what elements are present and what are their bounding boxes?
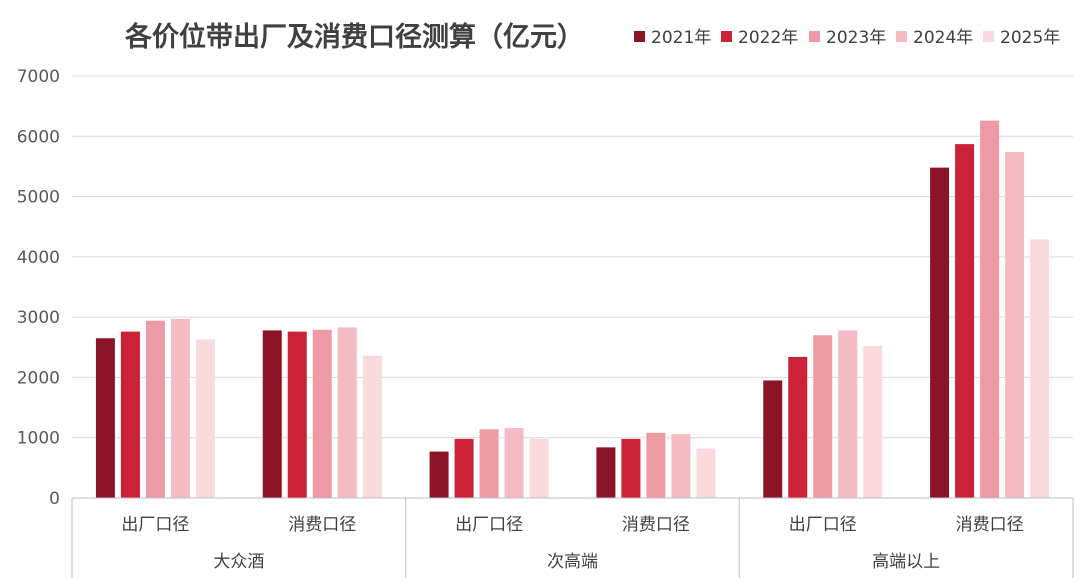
bar-2023年-高端以上-消费口径	[980, 120, 1000, 499]
bar-2022年-次高端-出厂口径	[454, 438, 474, 498]
legend-label: 2022年	[738, 28, 798, 48]
x-category-label: 出厂口径	[789, 515, 857, 535]
bar-2023年-大众酒-出厂口径	[145, 320, 165, 498]
x-category-label: 消费口径	[288, 515, 356, 535]
legend-label: 2025年	[1000, 28, 1060, 48]
legend-label: 2021年	[651, 28, 711, 48]
bar-2025年-高端以上-出厂口径	[863, 346, 883, 498]
bar-2022年-次高端-消费口径	[621, 438, 641, 498]
y-tick-label: 4000	[17, 248, 60, 268]
x-group-label: 大众酒	[213, 552, 264, 572]
bars	[95, 120, 1050, 499]
bar-2024年-次高端-消费口径	[671, 434, 691, 498]
bar-2024年-高端以上-消费口径	[1005, 151, 1025, 498]
legend: 2021年 2022年 2023年 2024年 2025年	[634, 28, 1060, 48]
x-category-label: 出厂口径	[455, 515, 523, 535]
bar-2021年-次高端-消费口径	[596, 447, 616, 498]
legend-label: 2023年	[826, 28, 886, 48]
bar-2025年-次高端-消费口径	[696, 448, 716, 498]
bar-2023年-高端以上-出厂口径	[813, 335, 833, 498]
bar-2023年-次高端-出厂口径	[479, 429, 499, 498]
bar-2022年-大众酒-消费口径	[287, 331, 307, 498]
y-tick-label: 3000	[17, 308, 60, 328]
bar-2023年-大众酒-消费口径	[312, 329, 332, 498]
bar-2023年-次高端-消费口径	[646, 432, 666, 498]
bar-2021年-高端以上-消费口径	[930, 167, 950, 499]
bar-2022年-高端以上-出厂口径	[788, 356, 808, 498]
legend-swatch	[634, 31, 645, 42]
bar-2021年-大众酒-出厂口径	[95, 338, 115, 498]
x-group-label: 次高端	[547, 552, 598, 572]
gridlines	[72, 75, 1073, 439]
bar-2025年-大众酒-消费口径	[362, 355, 382, 498]
y-tick-label: 6000	[17, 127, 60, 147]
bar-2021年-高端以上-出厂口径	[763, 380, 783, 498]
legend-swatch	[896, 31, 907, 42]
bar-2024年-大众酒-消费口径	[337, 327, 357, 498]
bar-2024年-次高端-出厂口径	[504, 428, 524, 498]
x-category-label: 出厂口径	[121, 515, 189, 535]
legend-swatch	[721, 31, 732, 42]
y-tick-label: 5000	[17, 188, 60, 208]
bar-2021年-大众酒-消费口径	[262, 330, 282, 498]
bar-2025年-次高端-出厂口径	[529, 438, 549, 498]
bar-2025年-高端以上-消费口径	[1030, 239, 1050, 499]
bar-2025年-大众酒-出厂口径	[195, 339, 215, 498]
legend-swatch	[983, 31, 994, 42]
legend-label: 2024年	[913, 28, 973, 48]
bar-2024年-高端以上-出厂口径	[838, 330, 858, 498]
x-group-label: 高端以上	[872, 552, 940, 572]
bar-2021年-次高端-出厂口径	[429, 451, 449, 498]
x-category-label: 消费口径	[622, 515, 690, 535]
chart-title: 各价位带出厂及消费口径测算（亿元）	[124, 21, 584, 53]
y-tick-label: 1000	[17, 429, 60, 449]
bar-2022年-高端以上-消费口径	[955, 144, 975, 498]
y-tick-label: 2000	[17, 368, 60, 388]
legend-swatch	[809, 31, 820, 42]
y-tick-label: 7000	[17, 67, 60, 87]
x-category-label: 消费口径	[956, 515, 1024, 535]
y-axis: 0 1000 2000 3000 4000 5000 6000 7000	[17, 67, 60, 509]
bar-2022年-大众酒-出厂口径	[120, 331, 140, 498]
bar-2024年-大众酒-出厂口径	[170, 318, 190, 498]
y-tick-label: 0	[49, 489, 60, 509]
